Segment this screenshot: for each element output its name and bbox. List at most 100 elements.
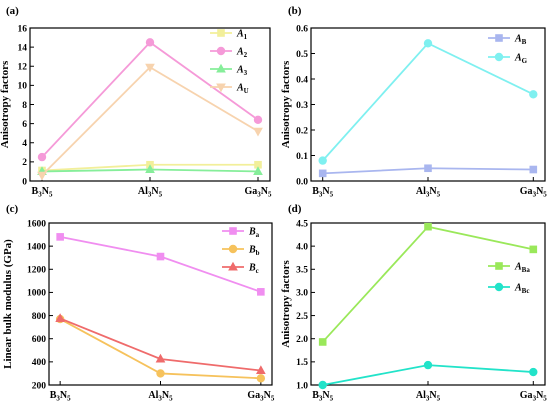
- data-point: [256, 374, 266, 383]
- data-point: [156, 252, 165, 261]
- x-tick-label: Al3N5: [416, 186, 441, 199]
- x-tick-label: B3N5: [312, 390, 333, 403]
- data-point: [55, 313, 65, 322]
- y-tick-label: 1600: [27, 219, 46, 229]
- y-tick-label: 4.0: [296, 242, 308, 252]
- panel-label: (a): [6, 5, 19, 17]
- legend-marker: [228, 261, 238, 271]
- legend-label: A3: [236, 65, 248, 78]
- legend-marker: [494, 282, 504, 292]
- y-tick-label: 3.5: [296, 266, 308, 276]
- x-tick-label: Ga3N5: [520, 390, 548, 403]
- x-tick-label-part: Al: [416, 390, 426, 401]
- legend-label-main: B: [248, 245, 256, 256]
- plot-frame: [310, 222, 546, 386]
- legend-label-main: B: [248, 227, 256, 238]
- legend-label-main: A: [514, 283, 522, 294]
- x-tick-label-part: 3: [426, 191, 430, 199]
- legend-marker: [229, 227, 237, 235]
- y-tick-label: 1400: [27, 242, 46, 252]
- x-tick-label: B3N5: [50, 390, 71, 403]
- x-tick-label-part: Ga: [244, 186, 257, 197]
- x-tick-label-part: 3: [257, 191, 261, 199]
- series-ABc: [318, 360, 538, 390]
- legend-marker: [228, 244, 238, 254]
- data-point: [256, 365, 266, 375]
- y-tick-label: 16: [18, 24, 28, 34]
- legend-label-sub: c: [256, 267, 259, 275]
- legend-label-sub: Ba: [522, 266, 531, 274]
- x-tick-label-part: 5: [543, 395, 547, 403]
- y-axis-label: Anisotropy factors: [280, 60, 292, 148]
- series-AU: [37, 63, 263, 181]
- data-point: [423, 360, 433, 370]
- x-tick-label-part: N: [322, 390, 330, 401]
- y-tick-label: 1200: [27, 266, 46, 276]
- x-tick-label-part: 5: [268, 191, 272, 199]
- y-tick-label: 2.0: [296, 335, 308, 345]
- y-tick-label: 1.5: [296, 358, 308, 368]
- data-point: [529, 90, 538, 99]
- x-tick-label-part: 3: [533, 191, 537, 199]
- x-tick-label-part: B: [50, 390, 57, 401]
- data-point: [37, 171, 47, 181]
- y-tick-label: 2.5: [296, 312, 308, 322]
- x-tick-label-part: Ga: [520, 390, 533, 401]
- series-line: [322, 42, 534, 162]
- legend-label: AU: [236, 83, 249, 96]
- x-tick-label-part: 3: [38, 191, 42, 199]
- legend-marker: [217, 29, 225, 37]
- x-tick-label: Al3N5: [138, 186, 163, 199]
- legend-label-sub: 2: [244, 51, 248, 59]
- y-tick-label: 4: [22, 139, 27, 149]
- y-tick-label: 600: [32, 335, 47, 345]
- legend-label-main: B: [248, 263, 256, 274]
- y-tick-label: 8: [22, 101, 27, 111]
- legend-label-main: A: [514, 34, 522, 45]
- series-A3: [37, 164, 263, 175]
- x-tick-label: Ga3N5: [247, 390, 275, 403]
- x-tick-label-part: 5: [49, 191, 53, 199]
- legend-label: A1: [236, 29, 248, 42]
- x-tick-label: Ga3N5: [520, 186, 548, 199]
- x-tick-label-part: 5: [159, 191, 163, 199]
- x-tick-label-part: 5: [271, 395, 275, 403]
- y-tick-label: 0: [22, 177, 27, 187]
- x-tick-label-part: B: [312, 186, 319, 197]
- legend-label-sub: 1: [244, 33, 248, 41]
- series-ABa: [318, 222, 538, 346]
- legend-label: ABc: [514, 283, 529, 296]
- legend-label: AB: [514, 34, 527, 47]
- y-tick-label: 0.1: [296, 152, 308, 162]
- series-AB: [318, 164, 538, 178]
- y-tick-label: 3.0: [296, 289, 308, 299]
- x-tick-label-part: 3: [260, 395, 264, 403]
- plot-frame: [29, 27, 271, 182]
- data-point: [318, 338, 327, 346]
- data-point: [253, 127, 263, 137]
- x-tick-label: Al3N5: [148, 390, 173, 403]
- legend-label-main: A: [236, 65, 244, 76]
- legend-label-main: A: [514, 53, 522, 64]
- legend-label: Ba: [248, 227, 260, 240]
- y-tick-label: 12: [18, 63, 28, 73]
- panel-label: (d): [288, 203, 302, 215]
- x-tick-label-part: 3: [319, 191, 323, 199]
- legend-label-sub: G: [522, 57, 528, 65]
- legend-label: A2: [236, 47, 248, 60]
- y-tick-label: 6: [22, 120, 27, 130]
- legend-marker: [216, 63, 226, 73]
- y-tick-label: 10: [18, 82, 28, 92]
- x-tick-label-part: N: [162, 390, 170, 401]
- x-tick-label-part: N: [322, 186, 330, 197]
- y-tick-label: 0.4: [296, 75, 308, 85]
- data-point: [529, 165, 538, 174]
- x-tick-label-part: 5: [543, 191, 547, 199]
- legend-label-main: A: [236, 83, 244, 94]
- legend-label-main: A: [236, 47, 244, 58]
- data-point: [257, 288, 265, 296]
- y-tick-label: 1.0: [296, 381, 308, 391]
- y-tick-label: 4.5: [296, 219, 308, 229]
